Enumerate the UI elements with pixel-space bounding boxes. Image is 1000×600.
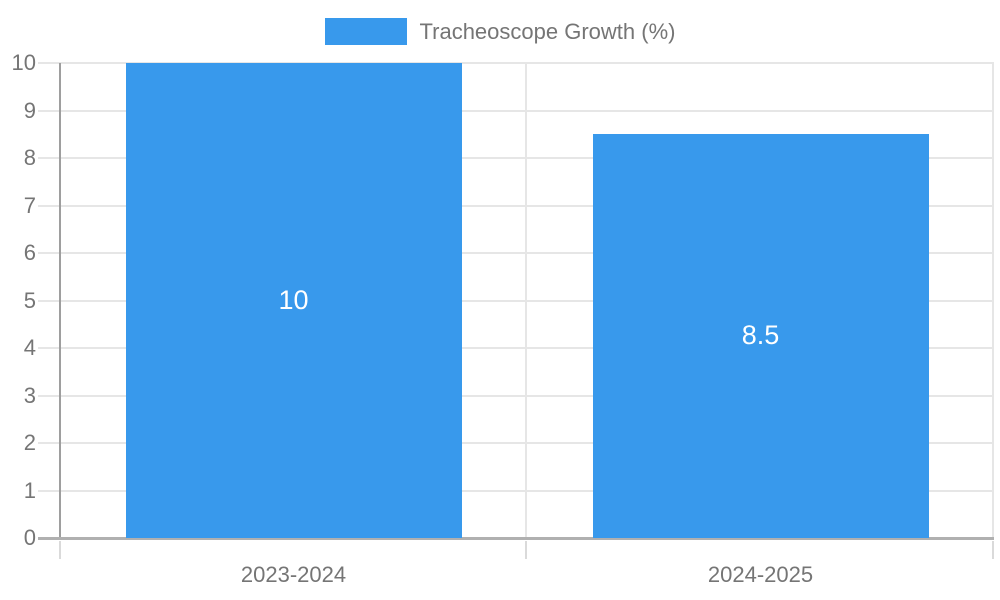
bar-value-label: 10 [278,284,309,315]
y-gridline [38,252,994,254]
y-tick-label: 1 [23,477,36,503]
legend: Tracheoscope Growth (%) [0,18,1000,45]
y-gridline [38,204,994,207]
y-tick-label: 9 [23,97,36,123]
x-axis-tick [59,541,61,559]
x-axis-tick [525,541,527,559]
y-gridline [38,109,994,112]
y-gridline [38,394,994,397]
y-tick-label: 8 [23,145,36,170]
bar[interactable] [592,134,929,538]
y-tick-label: 5 [23,287,36,313]
legend-swatch [324,18,407,45]
x-axis-line [38,537,994,540]
y-tick-label: 6 [23,240,36,265]
y-gridline [38,489,994,492]
x-tick-label: 2023-2024 [240,562,347,587]
y-tick-label: 7 [23,192,36,218]
y-gridline [38,442,994,444]
y-tick-label: 10 [11,50,36,75]
category-separator [525,63,527,538]
y-tick-label: 3 [23,382,36,408]
y-tick-label: 0 [23,525,36,550]
category-separator [992,63,994,538]
y-gridline [38,62,994,64]
y-axis-line [59,63,61,538]
y-gridline [38,347,994,349]
y-gridline [38,299,994,302]
legend-label: Tracheoscope Growth (%) [419,18,676,44]
x-axis-tick [992,541,994,559]
bar-value-label: 8.5 [741,320,780,351]
y-gridline [38,157,994,159]
y-tick-label: 2 [23,430,36,455]
bar[interactable] [125,63,462,538]
y-tick-label: 4 [23,335,36,360]
x-tick-label: 2024-2025 [707,562,814,587]
